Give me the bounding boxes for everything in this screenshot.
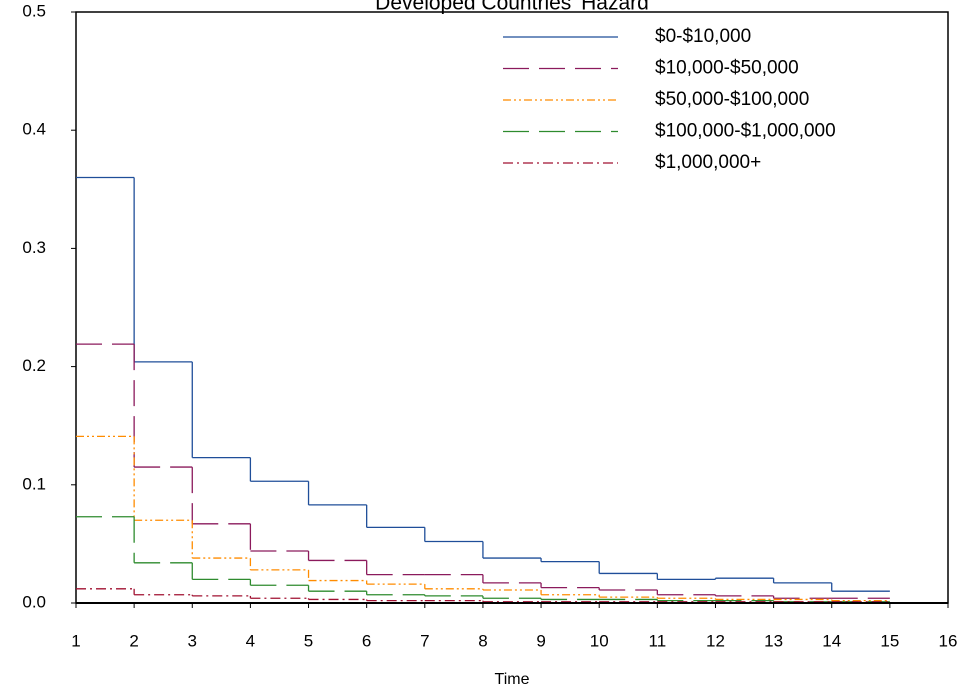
legend-label: $0-$10,000 bbox=[655, 26, 751, 47]
x-tick-label: 7 bbox=[420, 631, 429, 650]
x-tick-label: 2 bbox=[129, 631, 138, 650]
x-tick-label: 10 bbox=[590, 631, 609, 650]
y-tick-label: 0.0 bbox=[22, 592, 46, 611]
x-tick-label: 12 bbox=[706, 631, 725, 650]
x-tick-label: 15 bbox=[880, 631, 899, 650]
legend-label: $50,000-$100,000 bbox=[655, 89, 809, 110]
y-tick-label: 0.4 bbox=[22, 120, 46, 139]
x-tick-label: 4 bbox=[246, 631, 255, 650]
x-tick-label: 11 bbox=[649, 631, 667, 650]
x-tick-label: 8 bbox=[478, 631, 487, 650]
x-tick-label: 13 bbox=[764, 631, 783, 650]
x-tick-label: 9 bbox=[536, 631, 545, 650]
y-tick-label: 0.2 bbox=[22, 356, 46, 375]
legend-label: $10,000-$50,000 bbox=[655, 58, 799, 79]
legend-label: $100,000-$1,000,000 bbox=[655, 121, 836, 142]
x-tick-label: 6 bbox=[362, 631, 371, 650]
legend-label: $1,000,000+ bbox=[655, 152, 761, 173]
y-tick-label: 0.1 bbox=[22, 474, 46, 493]
x-tick-label: 3 bbox=[188, 631, 197, 650]
x-tick-label: 14 bbox=[822, 631, 841, 650]
chart-title: Developed Countries' Hazard bbox=[375, 0, 649, 15]
x-tick-label: 1 bbox=[71, 631, 80, 650]
x-tick-label: 5 bbox=[304, 631, 313, 650]
x-tick-label: 16 bbox=[939, 631, 958, 650]
y-tick-label: 0.3 bbox=[22, 238, 46, 257]
plot-frame bbox=[75, 11, 949, 604]
y-tick-label: 0.5 bbox=[22, 1, 46, 20]
x-axis-label: Time bbox=[495, 671, 530, 688]
